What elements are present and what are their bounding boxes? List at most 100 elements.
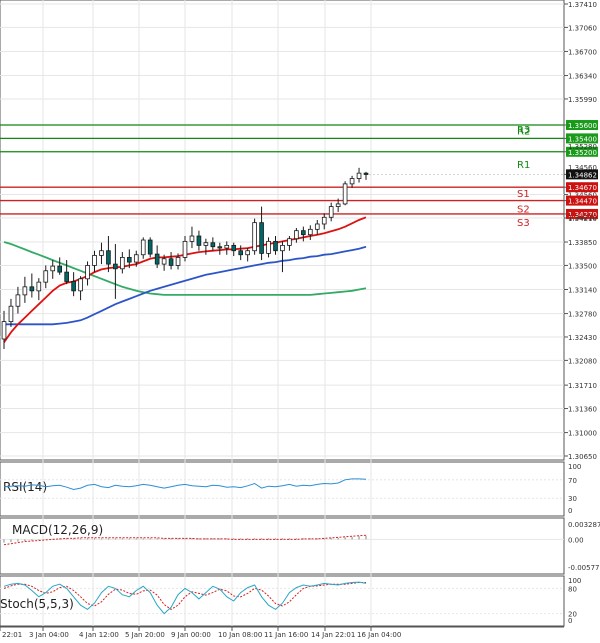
candle xyxy=(113,244,118,299)
candle xyxy=(126,249,132,269)
candle-body-bear xyxy=(210,242,216,248)
candle xyxy=(64,260,69,285)
candle xyxy=(307,225,313,241)
candle-body-bear xyxy=(29,286,35,292)
y-tick-label: 1.31360 xyxy=(568,406,597,414)
candle xyxy=(78,276,83,301)
price-y-axis: 1.37410 1.37060 1.36700 1.36340 1.35990 1.345… xyxy=(564,1,597,461)
candle xyxy=(217,242,223,255)
candle xyxy=(71,272,76,297)
candle xyxy=(245,248,250,262)
level-name-r1: R1 xyxy=(517,160,530,171)
candle-body-bull xyxy=(15,294,21,307)
macd-tick-label: -0.005772 xyxy=(568,564,600,572)
macd-label: MACD(12,26,9) xyxy=(12,523,103,537)
candle-body-bull xyxy=(224,244,230,249)
rsi-tick-label: 100 xyxy=(568,463,581,471)
candle-body-bull xyxy=(342,183,348,205)
candle xyxy=(273,236,278,255)
candle-body-bear xyxy=(154,253,160,265)
stoch-tick-label: 80 xyxy=(568,585,577,593)
time-tick-label: 9 Jan 00:00 xyxy=(171,631,211,639)
current-price-label: 1.34862 xyxy=(568,171,597,179)
y-tick-label: 1.32080 xyxy=(568,357,597,365)
candle-body-bear xyxy=(64,271,69,282)
candle xyxy=(168,252,174,270)
level-price-box xyxy=(566,182,598,193)
candle-body-bear xyxy=(126,257,132,263)
extra-tick-label: 1.34560 xyxy=(568,164,597,172)
candle xyxy=(57,257,63,275)
level-name-s3: S3 xyxy=(517,218,530,229)
candle-body-bull xyxy=(78,278,83,292)
candle-body-bear xyxy=(71,281,76,292)
time-tick-label: 3 Jan 04:00 xyxy=(29,631,69,639)
candle-body-bear xyxy=(363,172,369,175)
candle xyxy=(8,298,14,327)
extra-tick-label: 1.34210 xyxy=(568,214,597,222)
candle xyxy=(175,253,181,270)
rsi-pane: RSI(14) 100 70 30 0 xyxy=(0,463,581,515)
candle-body-bull xyxy=(50,265,56,272)
ma-blue-line xyxy=(4,245,367,326)
candle xyxy=(321,213,327,230)
pivot-levels: R3 1.35600 R2 1.35400 R1 1.35200 S1 1.34670 S2 1.… xyxy=(0,120,598,229)
time-tick-label: 11 Jan 16:00 xyxy=(264,631,308,639)
current-price-tag: 1.34862 xyxy=(369,169,598,180)
macd-signal-line xyxy=(3,534,367,546)
candle xyxy=(140,237,146,259)
macd-tick-label: 0.003287 xyxy=(568,521,600,529)
candle-body-bull xyxy=(356,172,362,179)
candle xyxy=(43,265,49,289)
level-price-label: 1.34670 xyxy=(568,184,597,192)
y-tick-label: 1.33140 xyxy=(568,287,597,295)
candlesticks xyxy=(1,167,369,350)
level-price-label: 1.34270 xyxy=(568,211,597,219)
stoch-pane-frame xyxy=(0,575,565,627)
candle xyxy=(363,171,369,180)
candle-body-bull xyxy=(266,240,271,254)
candle xyxy=(161,254,167,271)
time-axis: 22:01 3 Jan 04:00 4 Jan 12:00 5 Jan 20:00 9 … xyxy=(0,626,564,639)
candle-body-bull xyxy=(189,235,195,242)
price-pane-frame xyxy=(0,0,565,461)
rsi-label: RSI(14) xyxy=(3,480,47,494)
time-tick-label: 4 Jan 12:00 xyxy=(79,631,119,639)
y-tick-label: 1.32430 xyxy=(568,334,597,342)
y-tick-label: 1.37060 xyxy=(568,24,597,32)
candle-body-bull xyxy=(182,240,188,258)
candle xyxy=(328,202,334,222)
candle xyxy=(50,260,56,279)
candle xyxy=(85,261,90,286)
candle-body-bull xyxy=(22,286,28,296)
rsi-tick-label: 0 xyxy=(568,507,572,515)
candle xyxy=(349,175,355,188)
y-tick-label: 1.31000 xyxy=(568,430,597,438)
candle xyxy=(29,273,35,298)
level-price-box xyxy=(566,195,598,206)
candle-body-bull xyxy=(314,223,320,230)
y-tick-label: 1.36340 xyxy=(568,73,597,81)
macd-pane-frame xyxy=(0,517,565,575)
time-tick-label: 5 Jan 20:00 xyxy=(125,631,165,639)
time-tick-label: 16 Jan 04:00 xyxy=(357,631,401,639)
current-price-box xyxy=(566,169,598,180)
candle-body-bull xyxy=(43,270,49,283)
candle-body-bull xyxy=(140,239,146,256)
candle xyxy=(280,241,285,273)
macd-tick-label: 0.00 xyxy=(568,536,584,544)
pane-frames xyxy=(0,0,565,627)
level-price-label: 1.35400 xyxy=(568,135,597,143)
y-tick-label: 1.33500 xyxy=(568,262,597,270)
rsi-tick-label: 30 xyxy=(568,495,577,503)
candle-body-bull xyxy=(175,257,181,266)
candle-body-bull xyxy=(294,230,299,240)
candle xyxy=(1,310,7,350)
level-name-s2: S2 xyxy=(517,205,530,216)
ma-green-line xyxy=(3,241,367,296)
stoch-tick-label: 100 xyxy=(568,577,581,585)
